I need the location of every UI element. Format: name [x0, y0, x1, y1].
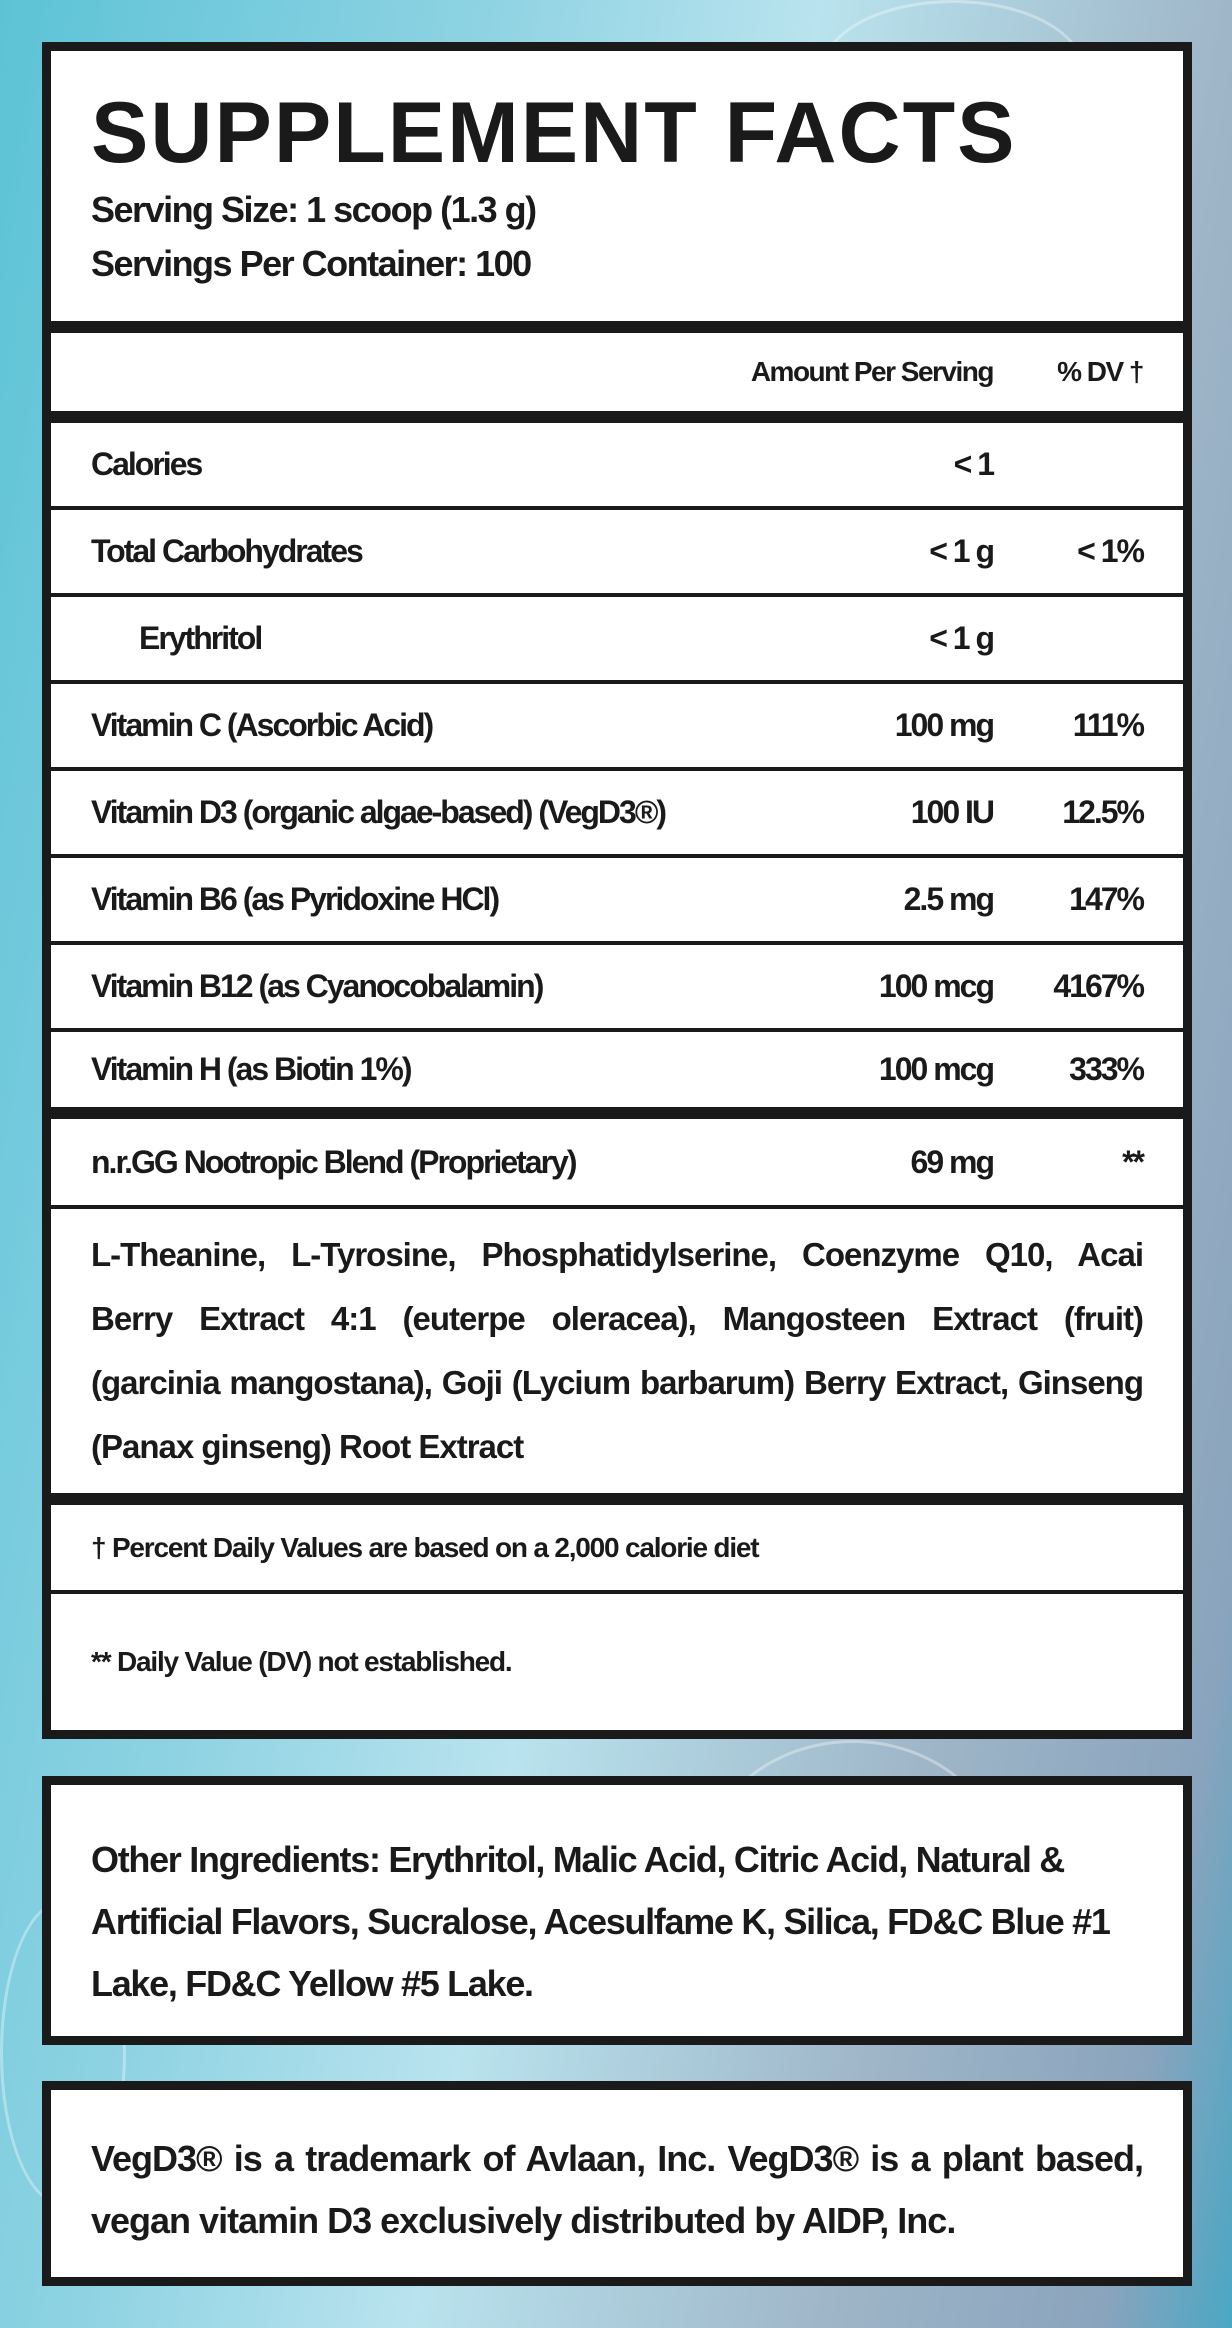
table-row: Vitamin D3 (organic algae-based) (VegD3®…: [51, 771, 1183, 858]
serving-size: Serving Size: 1 scoop (1.3 g): [91, 189, 537, 230]
blend-amount: 69 mg: [910, 1143, 995, 1180]
table-row: Vitamin H (as Biotin 1%) 100 mcg 333%: [51, 1032, 1183, 1119]
footnote-text: † Percent Daily Values are based on a 2,…: [91, 1531, 760, 1563]
footnote-dv: † Percent Daily Values are based on a 2,…: [51, 1505, 1183, 1594]
nutrient-amount: < 1 g: [929, 533, 995, 569]
table-row: Vitamin C (Ascorbic Acid) 100 mg 111%: [51, 684, 1183, 771]
nutrient-dv: 111%: [1072, 707, 1145, 743]
nutrient-dv: 147%: [1069, 881, 1145, 917]
blend-name: n.r.GG Nootropic Blend (Proprietary): [91, 1143, 578, 1180]
table-row: Vitamin B6 (as Pyridoxine HCl) 2.5 mg 14…: [51, 858, 1183, 945]
nutrient-amount: 100 mcg: [878, 968, 995, 1004]
nutrient-amount: 100 IU: [910, 794, 995, 830]
nutrient-amount: 100 mcg: [878, 1051, 995, 1087]
trademark-panel: VegD3® is a trademark of Avlaan, Inc. Ve…: [42, 2081, 1192, 2286]
page-title: SUPPLEMENT FACTS: [91, 85, 1017, 181]
nutrient-name: Vitamin B6 (as Pyridoxine HCl): [91, 881, 500, 917]
servings-per-container: Servings Per Container: 100: [91, 243, 532, 284]
supplement-facts-panel: SUPPLEMENT FACTS Serving Size: 1 scoop (…: [42, 42, 1192, 1739]
table-row: Erythritol < 1 g: [51, 597, 1183, 684]
nutrient-dv: 12.5%: [1062, 794, 1145, 830]
nutrient-name: Erythritol: [139, 620, 263, 656]
nutrient-name: Vitamin B12 (as Cyanocobalamin): [91, 968, 544, 1004]
blend-dv: **: [1122, 1143, 1145, 1180]
nutrient-name: Vitamin H (as Biotin 1%): [91, 1051, 412, 1087]
blend-ingredients: L-Theanine, L-Tyrosine, Phosphatidylseri…: [51, 1209, 1183, 1505]
table-row: Total Carbohydrates < 1 g < 1%: [51, 510, 1183, 597]
nutrient-name: Vitamin C (Ascorbic Acid): [91, 707, 434, 743]
trademark-text: VegD3® is a trademark of Avlaan, Inc. Ve…: [91, 2138, 1144, 2241]
nutrient-amount: < 1 g: [929, 620, 995, 656]
table-row: Calories < 1: [51, 423, 1183, 510]
dv-column-header: % DV †: [1057, 356, 1144, 387]
nutrient-dv: < 1%: [1077, 533, 1145, 569]
nutrient-name: Total Carbohydrates: [91, 533, 364, 569]
other-ingredients-text: Other Ingredients: Erythritol, Malic Aci…: [91, 1839, 1111, 2004]
nutrient-amount: < 1: [953, 446, 995, 482]
nutrient-amount: 100 mg: [894, 707, 995, 743]
column-header: Amount Per Serving % DV †: [51, 333, 1183, 423]
facts-header: SUPPLEMENT FACTS Serving Size: 1 scoop (…: [51, 51, 1183, 333]
footnote-text: ** Daily Value (DV) not established.: [91, 1646, 513, 1677]
nutrient-name: Calories: [91, 446, 203, 482]
nutrient-dv: 333%: [1069, 1051, 1145, 1087]
other-ingredients-panel: Other Ingredients: Erythritol, Malic Aci…: [42, 1776, 1192, 2045]
table-row: Vitamin B12 (as Cyanocobalamin) 100 mcg …: [51, 945, 1183, 1032]
footnote-not-established: ** Daily Value (DV) not established.: [51, 1594, 1183, 1730]
blend-row: n.r.GG Nootropic Blend (Proprietary) 69 …: [51, 1119, 1183, 1209]
nutrient-name: Vitamin D3 (organic algae-based) (VegD3®…: [91, 794, 667, 830]
amount-column-header: Amount Per Serving: [750, 356, 995, 387]
nutrient-dv: 4167%: [1053, 968, 1145, 1004]
nutrient-amount: 2.5 mg: [903, 881, 995, 917]
